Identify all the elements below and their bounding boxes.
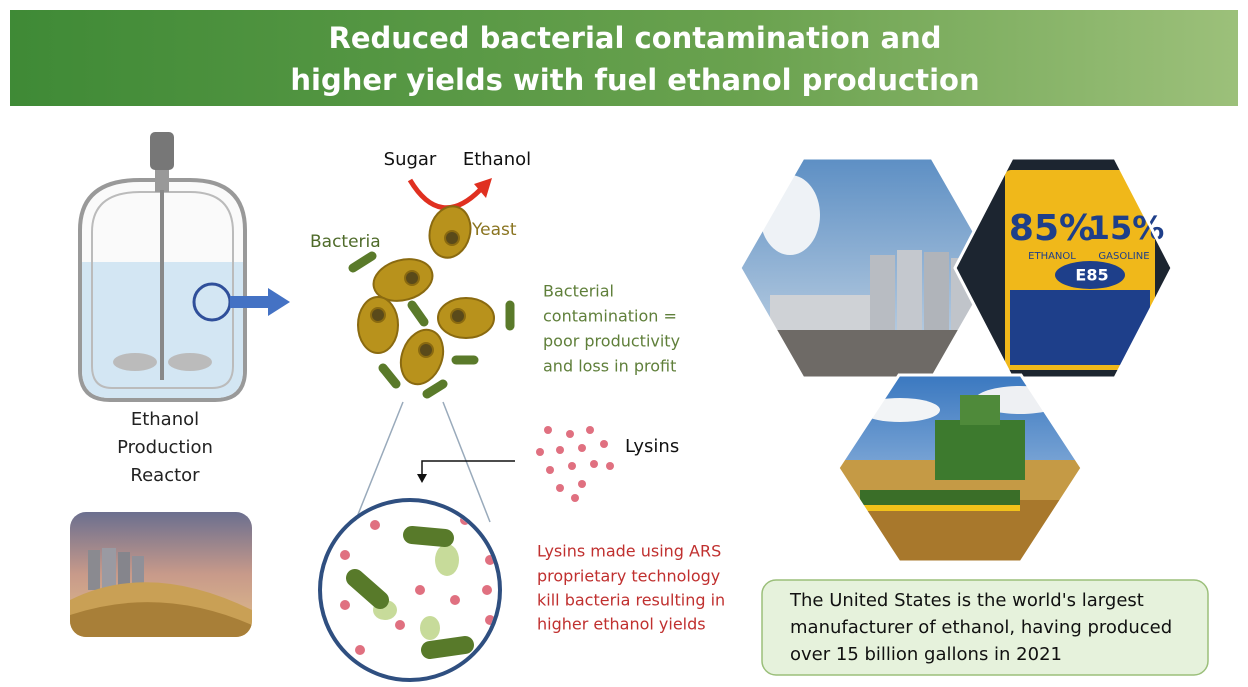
pump-gasoline: GASOLINE (1098, 251, 1149, 262)
yeast-label: Yeast (471, 220, 517, 240)
cells (357, 205, 495, 386)
reactor (78, 132, 290, 402)
contamination-text: and loss in profit (543, 357, 676, 376)
zoom-line (442, 401, 491, 523)
zoom-line (354, 401, 404, 523)
bacteria (348, 251, 515, 399)
fact-text: manufacturer of ethanol, having produced (790, 617, 1172, 638)
lysin-dots (536, 426, 614, 502)
ethanol-label: Ethanol (463, 149, 531, 170)
grain-photo (70, 512, 252, 637)
pump-ethanol: ETHANOL (1028, 251, 1076, 262)
sugar-label: Sugar (384, 149, 437, 170)
lysin-effect-text: kill bacteria resulting in (537, 591, 725, 610)
reactor-label: Ethanol (131, 409, 199, 430)
conversion-arrow (407, 178, 482, 211)
contamination-text: poor productivity (543, 332, 680, 351)
lysin-effect-text: proprietary technology (537, 567, 720, 586)
contamination-text: contamination = (543, 307, 677, 326)
magnifier-ring (318, 498, 502, 682)
lysin-effect-text: Lysins made using ARS (537, 542, 721, 561)
lysin-effect-text: higher ethanol yields (537, 615, 706, 634)
fact-text: over 15 billion gallons in 2021 (790, 644, 1062, 665)
title-line: Reduced bacterial contamination and (328, 21, 941, 55)
harvest-photo (838, 375, 1082, 562)
hex-frame (836, 373, 1084, 564)
pump-brand: E85 (1075, 266, 1108, 285)
title-banner (10, 10, 1238, 106)
pump-ethanol-pct: 85% (1009, 208, 1095, 249)
arrow-head (474, 178, 492, 198)
fact-box (761, 579, 1209, 676)
lysin-arrow (421, 460, 515, 476)
title-line: higher yields with fuel ethanol producti… (290, 63, 979, 97)
contamination-text: Bacterial (543, 282, 614, 301)
reactor-label: Reactor (130, 465, 200, 486)
pump-photo (955, 158, 1172, 378)
lysins-label: Lysins (625, 436, 679, 457)
reactor-label: Production (117, 437, 213, 458)
magnified-view (322, 502, 498, 678)
bacteria-label: Bacteria (310, 232, 381, 252)
arrow-head (417, 474, 427, 483)
fact-text: The United States is the world's largest (789, 590, 1144, 611)
